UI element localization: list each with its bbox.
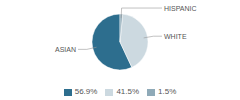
html-text:1.5%: 1.5% — [158, 87, 177, 96]
html-text:41.5%: 41.5% — [116, 87, 140, 96]
html-text:56.9%: 56.9% — [74, 87, 98, 96]
svg-text:WHITE: WHITE — [164, 33, 187, 40]
svg-text:HISPANIC: HISPANIC — [164, 5, 197, 12]
svg-text:ASIAN: ASIAN — [55, 46, 76, 53]
